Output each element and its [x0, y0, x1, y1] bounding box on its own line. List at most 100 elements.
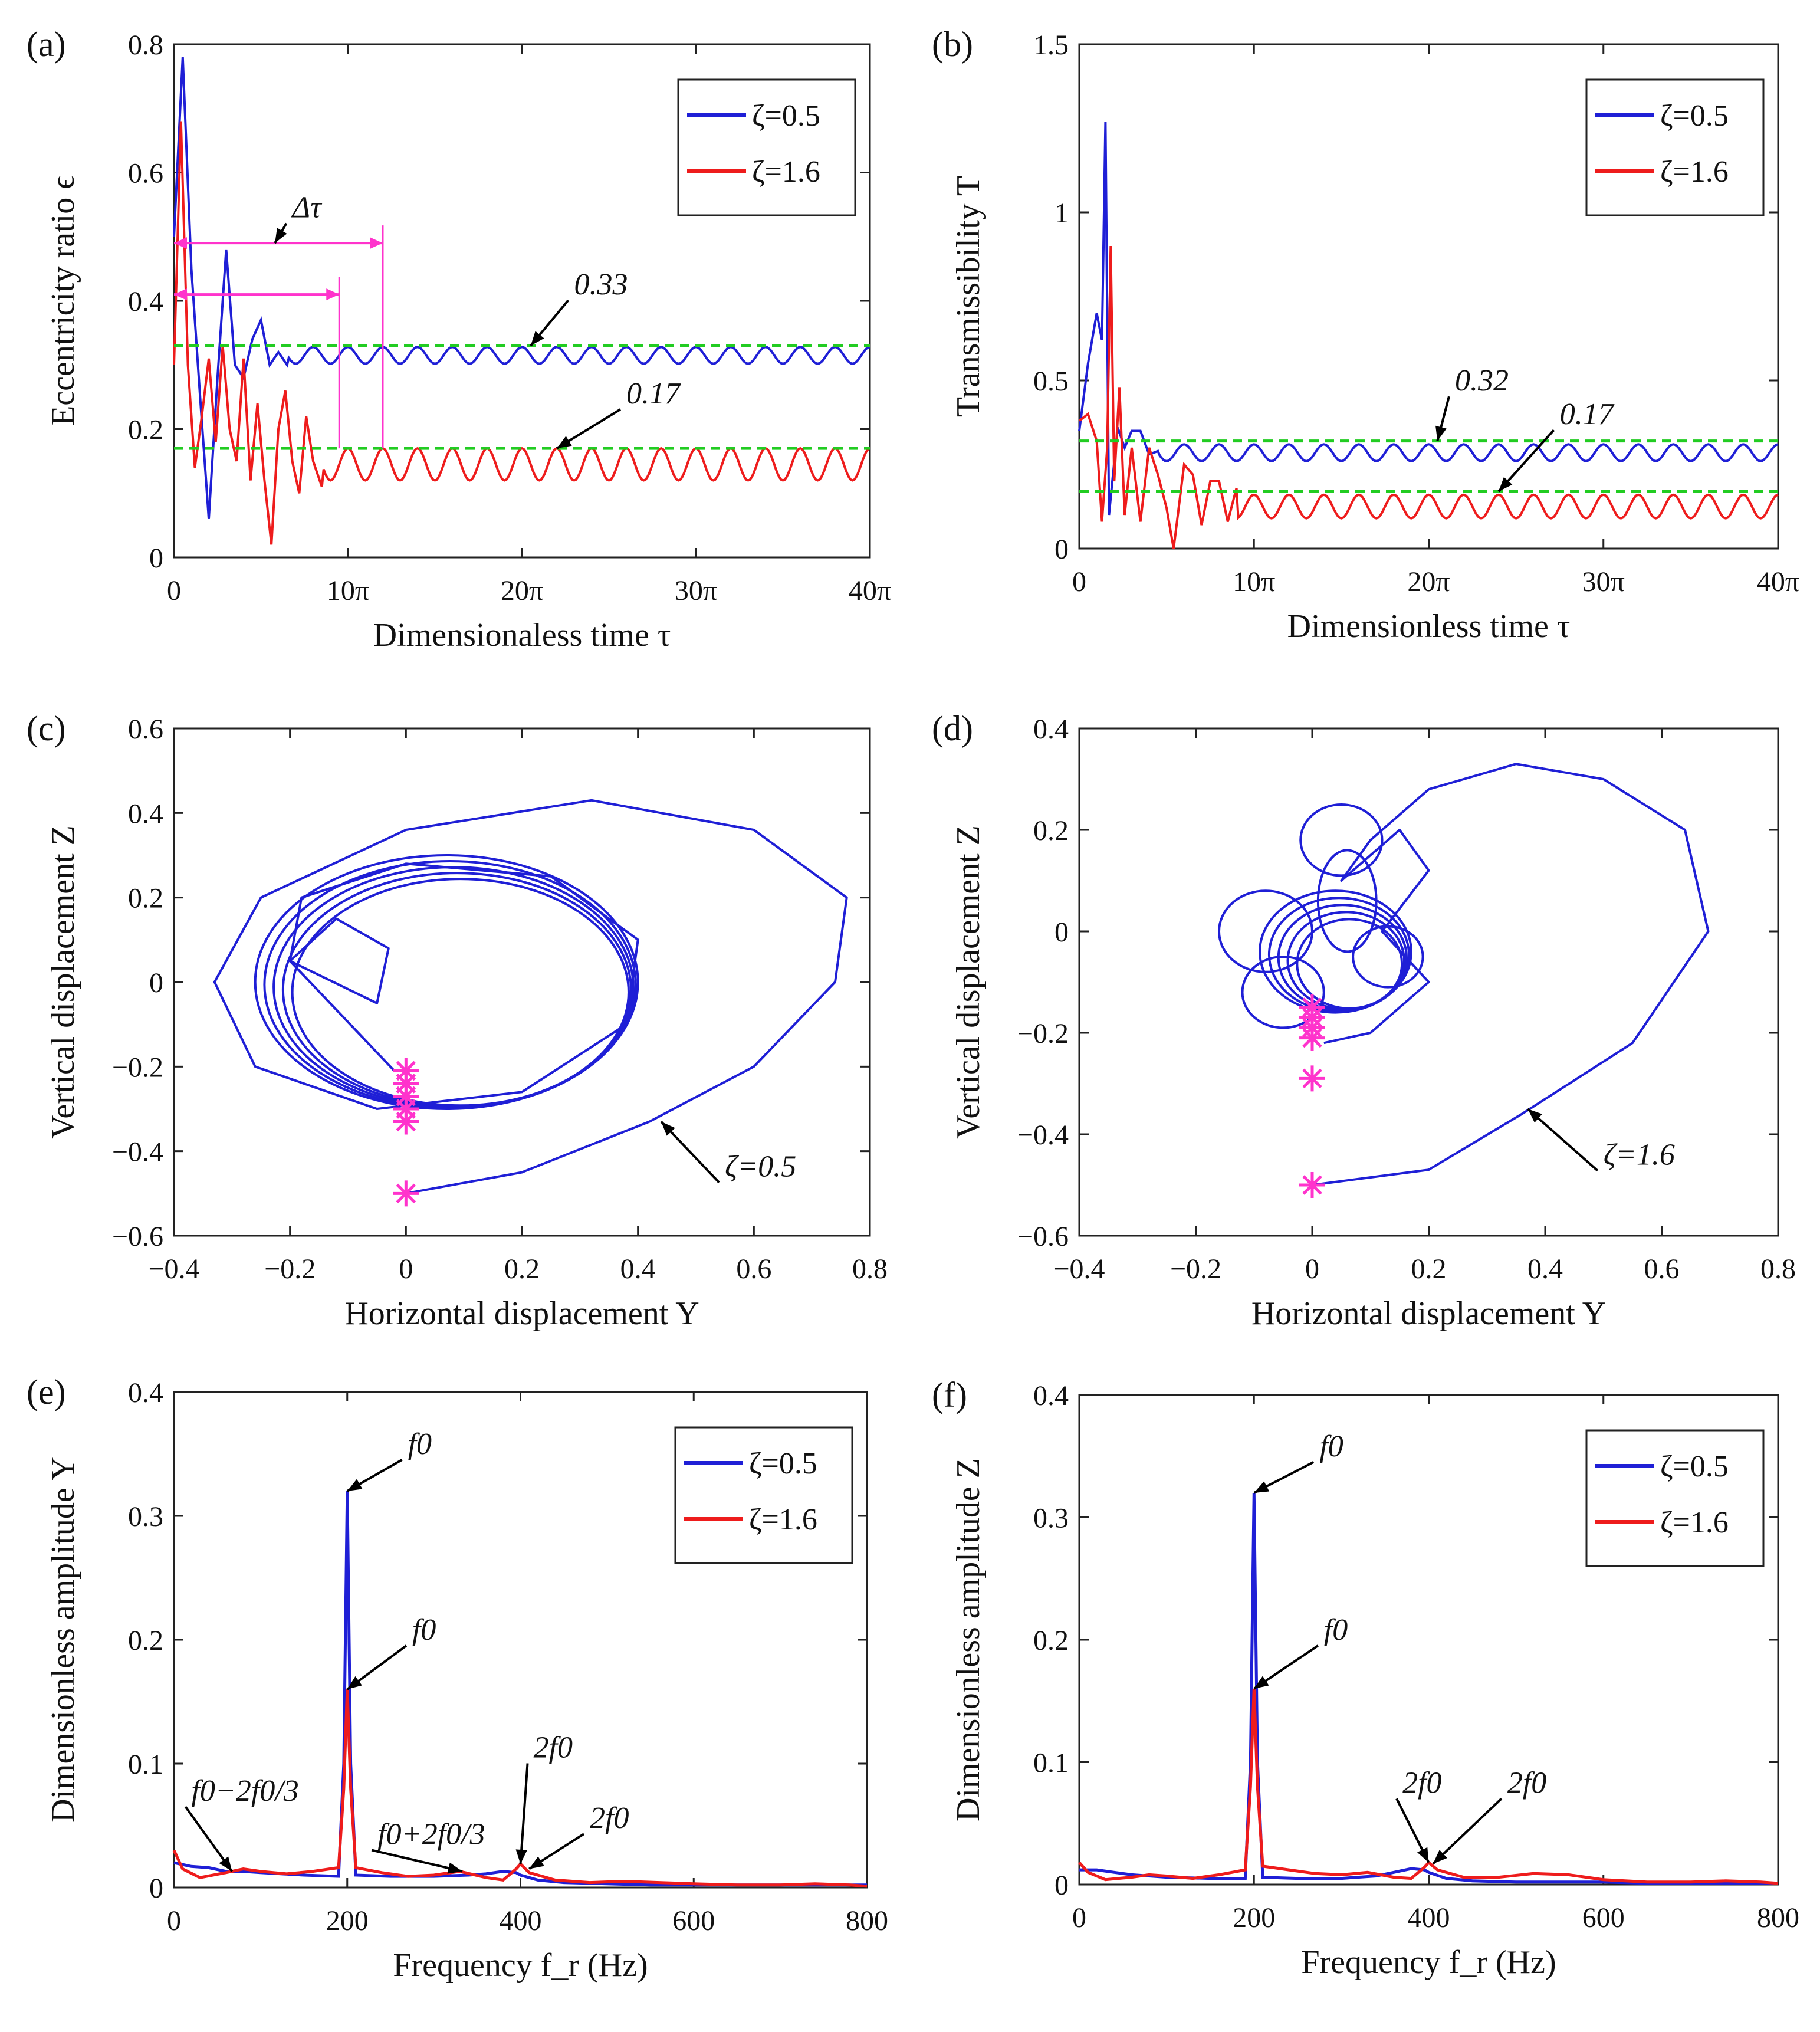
x-tick-label: 0: [399, 1253, 413, 1285]
annotation-label: 2f0: [1507, 1766, 1546, 1800]
y-tick-label: 0.6: [128, 714, 163, 745]
panel-label: (f): [932, 1376, 967, 1414]
x-tick-label: 20π: [501, 575, 543, 606]
y-tick-label: 0.2: [1033, 815, 1069, 846]
panel-label: (d): [932, 709, 973, 748]
x-axis-label: Dimensionaless time τ: [373, 617, 671, 654]
x-tick-label: 0: [1072, 566, 1086, 598]
y-axis-label: Vertical displacement Z: [45, 825, 81, 1139]
legend-entry: ζ=0.5: [749, 1447, 817, 1480]
annotation-label: 2f0: [534, 1731, 573, 1765]
legend-box: [674, 1426, 853, 1564]
delta-tau-arrow: [174, 288, 187, 301]
orbit-limit-cycle: [291, 878, 630, 1107]
delta-tau-arrow: [326, 288, 340, 301]
y-tick-label: 0.1: [128, 1749, 163, 1780]
x-tick-label: 40π: [1757, 566, 1799, 598]
annotation-arrow: [519, 1763, 529, 1864]
panel-f: 0 200 400 600 800 0 0.1 0.2 0.3 0.4 Frequency f_r …: [932, 1376, 1799, 1981]
x-tick-label: 0.2: [504, 1253, 540, 1285]
legend-entry: ζ=0.5: [1660, 1450, 1729, 1483]
annotation-label: f0: [1319, 1430, 1343, 1463]
panel-d: −0.4 −0.2 0 0.2 0.4 0.6 0.8−0.6−0.4−0.200.20.4…: [932, 709, 1796, 1332]
y-tick-label: 0: [149, 543, 163, 574]
annotation-arrowhead: [1527, 1109, 1542, 1123]
x-tick-label: −0.4: [1053, 1253, 1105, 1285]
y-axis-label: Dimensionless amplitude Y: [45, 1457, 81, 1823]
x-tick-label: 0.2: [1411, 1253, 1447, 1285]
annotation-arrowhead: [1417, 1847, 1429, 1863]
orbit-loop: [1316, 849, 1378, 953]
annotation-label: ζ=1.6: [1604, 1138, 1675, 1172]
x-tick-label: 800: [1757, 1902, 1799, 1933]
x-tick-label: −0.4: [148, 1253, 199, 1285]
x-tick-label: 200: [1233, 1902, 1275, 1933]
x-tick-label: 10π: [327, 575, 369, 606]
y-tick-label: 0: [1054, 1870, 1069, 1901]
y-tick-label: −0.2: [1017, 1018, 1069, 1049]
panel-label: (e): [27, 1373, 66, 1411]
y-tick-label: 1.5: [1033, 29, 1069, 61]
annotation-arrowhead: [219, 1856, 232, 1872]
start-marker: [1299, 994, 1325, 1020]
orbit-loop: [1241, 956, 1325, 1029]
spectrum-line-zeta-0-5: [173, 1491, 867, 1887]
y-tick-label: 0.4: [128, 798, 163, 829]
y-tick-label: 0.4: [1033, 1380, 1069, 1411]
spectrum-line-zeta-1-6: [172, 1689, 868, 1888]
orbit-transient: [213, 799, 848, 1195]
y-axis-label: Transmissibility T: [950, 176, 987, 417]
y-tick-label: 0.4: [1033, 714, 1069, 745]
start-marker: [393, 1058, 419, 1084]
annotation-arrowhead: [1499, 477, 1513, 492]
annotation-label: 0.17: [626, 377, 681, 411]
y-tick-label: 0.4: [128, 1377, 163, 1409]
orbit-loop: [1218, 889, 1313, 973]
legend-box: [677, 78, 856, 216]
annotation-arrowhead: [1435, 425, 1447, 441]
marker-stroke: [396, 1183, 416, 1204]
annotation-arrowhead: [529, 1856, 544, 1869]
annotation-arrowhead: [447, 1862, 463, 1874]
annotation-label: 2f0: [590, 1801, 629, 1835]
marker-stroke: [1302, 1068, 1322, 1089]
x-tick-label: 800: [846, 1905, 888, 1936]
y-tick-label: 0.2: [128, 883, 163, 914]
x-tick-label: 400: [500, 1905, 542, 1936]
series-line-zeta-0-5: [1078, 122, 1779, 516]
x-tick-label: 0.4: [620, 1253, 656, 1285]
delta-tau-arrow: [174, 237, 187, 250]
annotation-label: f0: [412, 1613, 436, 1647]
x-tick-label: 0.6: [736, 1253, 771, 1285]
x-tick-label: 0.8: [852, 1253, 888, 1285]
delta-tau-arrow: [370, 237, 383, 250]
x-tick-label: 0: [167, 1905, 181, 1936]
y-tick-label: 0.2: [128, 1625, 163, 1656]
annotation-arrowhead: [347, 1676, 362, 1689]
y-axis-label: Dimensionless amplitude Z: [950, 1458, 987, 1821]
marker-stroke: [1302, 1175, 1322, 1195]
x-tick-label: 30π: [675, 575, 717, 606]
panel-label: (b): [932, 25, 973, 64]
annotation-arrow: [371, 1849, 463, 1873]
x-axis-label: Horizontal displacement Y: [1251, 1295, 1606, 1332]
y-tick-label: −0.2: [112, 1052, 163, 1083]
series-line-zeta-1-6: [1078, 245, 1779, 549]
x-axis-label: Dimensionless time τ: [1287, 608, 1571, 645]
spectrum-line-zeta-1-6: [1078, 1688, 1779, 1885]
panel-label: (c): [27, 709, 66, 748]
x-axis-label: Frequency f_r (Hz): [393, 1947, 648, 1984]
y-axis-label: Eccentricity ratio ϵ: [45, 176, 81, 426]
y-tick-label: 0: [1054, 917, 1069, 948]
orbit-loop: [1299, 803, 1384, 877]
legend-entry: ζ=0.5: [752, 99, 820, 133]
panel-label: (a): [27, 25, 66, 64]
y-tick-label: 0.3: [128, 1501, 163, 1532]
annotation-label: f0−2f0/3: [191, 1774, 298, 1808]
x-tick-label: 600: [1582, 1902, 1625, 1933]
annotation-arrow: [1432, 1797, 1503, 1865]
x-tick-label: 0.4: [1527, 1253, 1563, 1285]
y-tick-label: 0: [149, 967, 163, 999]
y-tick-label: 0.2: [1033, 1625, 1069, 1656]
